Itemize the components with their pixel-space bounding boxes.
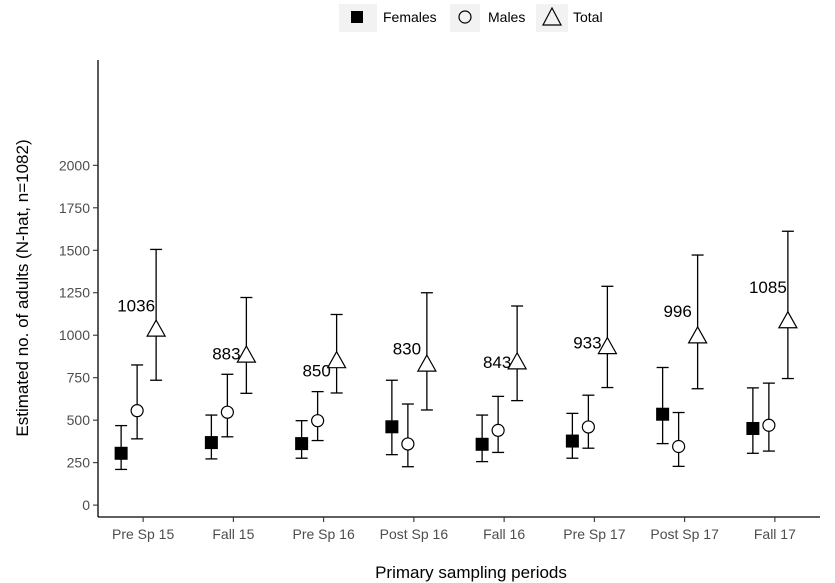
series-females-point <box>385 420 399 434</box>
series-females-point <box>565 434 579 448</box>
legend-item-females: Females <box>339 4 437 32</box>
series-males-point <box>220 405 234 419</box>
y-tick-label: 0 <box>82 497 90 513</box>
y-tick-label: 750 <box>67 370 91 386</box>
series-total-point <box>416 353 437 372</box>
total-value-label: 933 <box>573 333 601 352</box>
legend-item-total: Total <box>536 4 603 32</box>
series-total-point <box>507 351 528 370</box>
y-tick-label: 2000 <box>59 157 90 173</box>
y-axis-ticks: 0 250 500 750 1000 1250 1500 1750 2000 <box>59 157 98 513</box>
total-value-label: 883 <box>212 345 240 364</box>
total-value-label: 996 <box>663 302 691 321</box>
series-total-point <box>687 325 708 344</box>
series-males-point <box>491 423 505 437</box>
legend-circle-icon <box>458 10 472 24</box>
series-males-point <box>311 414 325 428</box>
legend-label-males: Males <box>488 9 525 25</box>
series-total-point <box>236 344 257 363</box>
y-tick-label: 1250 <box>59 285 90 301</box>
series-females-point <box>114 446 128 460</box>
series-males-point <box>762 418 776 432</box>
x-tick-label: Fall 17 <box>754 526 796 542</box>
y-tick-label: 500 <box>67 412 91 428</box>
x-tick-label: Pre Sp 15 <box>112 526 174 542</box>
x-axis-ticks: Pre Sp 15 Fall 15 Pre Sp 16 Post Sp 16 Fall … <box>112 517 796 542</box>
legend-label-total: Total <box>573 9 603 25</box>
y-tick-label: 1750 <box>59 200 90 216</box>
series-females-point <box>204 436 218 450</box>
series-females-point <box>656 407 670 421</box>
x-tick-label: Pre Sp 17 <box>563 526 625 542</box>
series-females-point <box>746 421 760 435</box>
x-tick-label: Fall 16 <box>483 526 525 542</box>
plot-marks: 1036 883 850 830 843 933 996 1085 <box>114 230 798 471</box>
total-value-label: 843 <box>483 353 511 372</box>
series-males-point <box>401 437 415 451</box>
y-axis-title: Estimated no. of adults (N-hat, n=1082) <box>13 139 32 436</box>
series-total-point <box>777 310 798 329</box>
legend-item-males: Males <box>450 4 525 32</box>
series-total-point <box>326 350 347 369</box>
legend-triangle-icon <box>542 6 562 26</box>
total-value-label: 1036 <box>117 296 155 315</box>
x-axis-title: Primary sampling periods <box>375 563 567 582</box>
total-value-label: 850 <box>302 361 330 380</box>
series-males-point <box>672 439 686 454</box>
x-tick-label: Post Sp 16 <box>380 526 449 542</box>
x-tick-label: Post Sp 17 <box>650 526 719 542</box>
legend-square-icon <box>351 11 363 23</box>
series-males-point <box>581 420 595 434</box>
y-tick-label: 250 <box>67 455 91 471</box>
x-tick-label: Fall 15 <box>212 526 254 542</box>
total-value-label: 1085 <box>749 278 787 297</box>
x-tick-label: Pre Sp 16 <box>292 526 354 542</box>
total-value-label: 830 <box>393 340 421 359</box>
y-tick-label: 1000 <box>59 327 90 343</box>
y-tick-label: 1500 <box>59 242 90 258</box>
series-females-point <box>295 437 309 451</box>
series-males-point <box>130 404 144 418</box>
legend-key-bg <box>450 4 480 32</box>
legend: Females Males Total <box>339 4 603 32</box>
series-total-point <box>597 336 618 355</box>
series-total-point <box>146 318 167 337</box>
series-females-point <box>475 437 489 451</box>
legend-label-females: Females <box>383 9 437 25</box>
